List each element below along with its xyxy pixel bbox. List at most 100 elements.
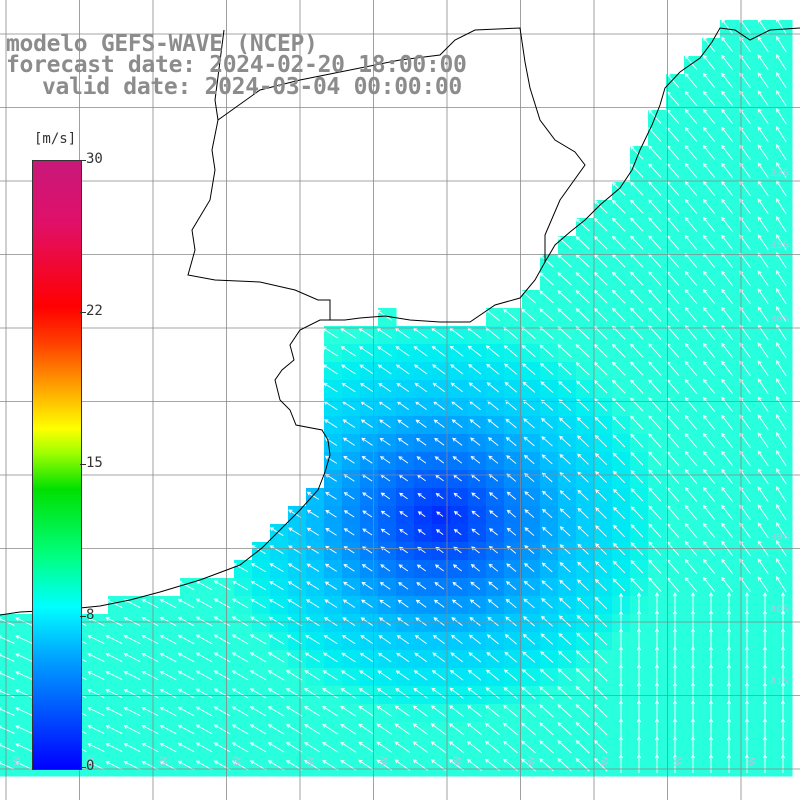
wind-arrow [721,90,733,107]
wind-arrow [362,528,373,536]
wind-arrow [654,754,660,773]
wind-arrow [414,652,428,663]
wind-arrow [177,634,195,645]
wind-arrow [394,741,411,753]
wind-arrow [762,610,768,629]
wind-arrow [654,628,660,647]
wind-arrow [757,414,769,431]
wind-arrow [378,635,392,645]
wind-arrow [471,528,480,536]
wind-arrow [249,670,267,681]
wind-arrow [618,664,624,683]
wind-arrow [636,682,642,701]
wind-arrow [702,216,716,232]
wind-arrow [523,418,535,429]
wind-arrow [415,437,427,446]
wind-arrow [702,558,716,574]
wind-arrow [775,36,787,53]
wind-arrow [540,399,554,411]
wind-arrow [762,592,768,611]
wind-arrow [358,705,375,717]
wind-arrow [325,528,337,536]
wind-arrow [341,364,356,375]
wind-arrow [105,761,123,771]
wind-arrow [744,736,750,755]
wind-arrow [721,468,733,485]
wind-arrow [757,576,769,593]
wind-arrow [452,564,462,572]
wind-arrow [195,598,213,609]
wind-arrow [539,254,554,268]
wind-arrow [306,563,320,572]
wind-arrow [396,635,410,645]
wind-arrow [557,236,572,250]
wind-arrow [286,634,302,645]
wind-arrow [594,596,608,610]
wind-arrow [636,646,642,665]
wind-arrow [721,396,733,413]
wind-arrow [360,635,374,645]
wind-arrow [648,361,662,376]
wind-arrow [780,754,786,773]
wind-arrow [471,510,480,518]
wind-arrow [377,346,392,357]
wind-arrow [453,492,462,500]
wind-arrow [539,308,554,322]
wind-arrow [702,126,716,142]
wind-arrow [684,217,698,232]
wind-arrow [522,363,536,375]
wind-arrow [341,652,356,663]
wind-arrow [775,558,787,575]
wind-arrow [397,599,409,608]
wind-arrow [739,450,751,467]
wind-arrow [557,668,572,682]
wind-arrow [576,632,590,646]
wind-arrow [523,436,535,447]
wind-arrow [432,382,446,393]
wind-arrow [721,576,733,593]
colorbar-mark [80,767,86,768]
wind-arrow [249,688,267,699]
wind-arrow [503,722,518,736]
wind-arrow [775,252,787,269]
longitude-label: W [86,756,97,766]
wind-arrow [504,363,518,375]
wind-arrow [780,628,786,647]
wind-arrow [359,652,374,663]
wind-arrow [521,722,536,736]
wind-arrow [775,162,787,179]
wind-arrow [539,344,554,358]
wind-arrow [87,707,105,717]
wind-arrow [595,543,607,555]
wind-arrow [432,364,446,375]
wind-arrow [159,724,177,735]
wind-arrow [267,652,285,663]
wind-arrow [594,416,608,430]
wind-arrow [630,163,644,178]
wind-arrow [503,669,518,681]
wind-arrow [468,652,482,663]
wind-arrow [557,686,572,700]
wind-arrow [721,558,733,575]
wind-arrow [721,414,733,431]
wind-arrow [343,492,355,500]
wind-arrow [636,718,642,737]
wind-arrow [739,288,751,305]
wind-arrow [739,432,751,449]
wind-arrow [593,361,608,376]
wind-arrow [762,664,768,683]
wind-arrow [630,524,644,538]
wind-arrow [213,670,231,681]
wind-arrow [702,288,716,304]
wind-arrow [324,563,337,572]
wind-arrow [739,306,751,323]
wind-arrow [177,760,195,771]
wind-arrow [195,634,213,645]
wind-arrow [618,736,624,755]
wind-arrow [523,454,535,465]
wind-arrow [304,670,321,681]
wind-arrow [487,418,499,429]
wind-arrow [557,362,572,376]
wind-arrow [780,682,786,701]
